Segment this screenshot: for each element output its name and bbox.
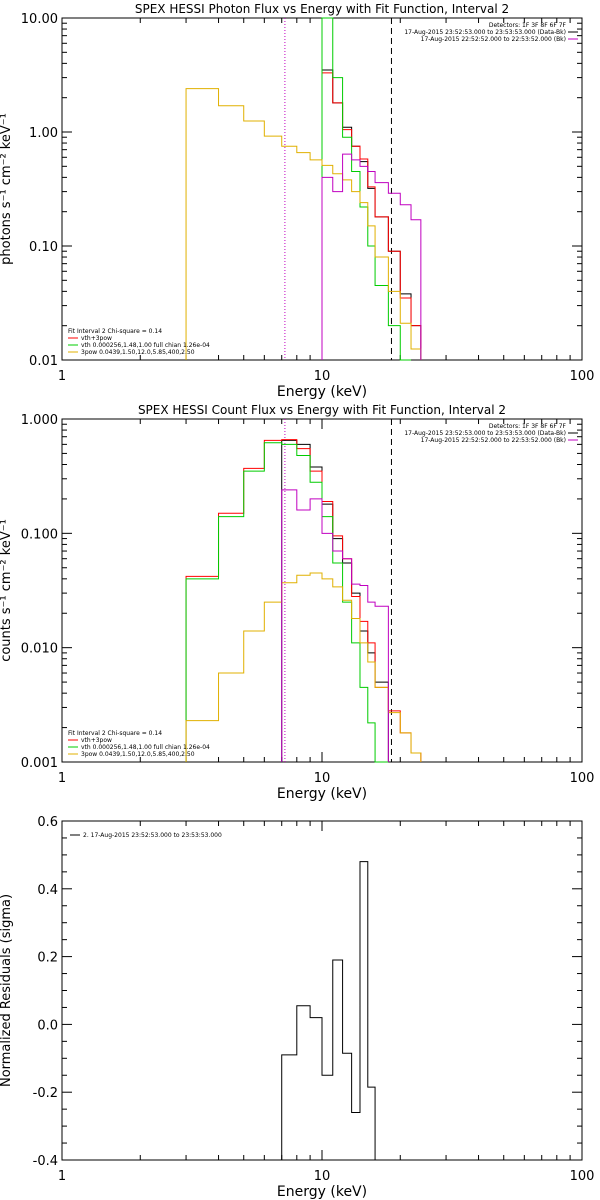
legend-entry: vth 0.000256,1.48,1.00 full chian 1.26e-… (81, 744, 210, 751)
legend-entry: Detectors: 1F 3F 8F 6F 7F (489, 423, 567, 430)
series-line-vth (185, 442, 389, 763)
x-tick-label: 100 (570, 1169, 595, 1184)
legend-entry: vth 0.000256,1.48,1.00 full chian 1.26e-… (81, 342, 210, 349)
y-tick-label: 0.100 (21, 527, 58, 542)
y-tick-label: 1.00 (29, 126, 58, 141)
legend-entry: 3pow 0.0439,1.50,12.0,5.85,400,2.50 (81, 349, 195, 356)
legend-entry: 17-Aug-2015 22:52:52.000 to 22:53:52.000… (421, 36, 566, 43)
y-tick-label: 0.01 (29, 354, 58, 369)
y-tick-label: 0.001 (21, 756, 58, 771)
y-tick-label: 1.000 (21, 413, 58, 428)
x-tick-label: 1 (58, 369, 66, 384)
y-axis-label: photons s⁻¹ cm⁻² keV⁻¹ (0, 113, 14, 265)
y-axis-label: counts s⁻¹ cm⁻² keV⁻¹ (0, 519, 14, 662)
x-axis-label: Energy (keV) (277, 384, 367, 400)
x-tick-label: 10 (314, 771, 331, 786)
x-tick-label: 1 (58, 771, 66, 786)
series-line-residuals (281, 861, 389, 1161)
legend-entry: 17-Aug-2015 23:52:53.000 to 23:53:53.000… (404, 29, 566, 36)
series-line-bk (321, 153, 422, 360)
series-line-3pow (185, 88, 422, 360)
legend-entry: 17-Aug-2015 23:52:53.000 to 23:53:53.000… (404, 430, 566, 437)
x-axis-label: Energy (keV) (277, 1184, 367, 1200)
series-line-vth (321, 17, 412, 361)
y-tick-label: 0.10 (29, 240, 58, 255)
legend-entry: vth+3pow (81, 737, 112, 744)
x-tick-label: 100 (570, 369, 595, 384)
legend-entry: Fit Interval 2 Chi-square = 0.14 (68, 730, 162, 737)
series-line-vth-3pow (321, 72, 422, 360)
y-tick-label: 10.00 (21, 12, 58, 27)
plot-frame-2 (61, 820, 583, 1161)
series-line-data-bk (281, 439, 389, 762)
series-line-bk (281, 489, 389, 762)
series-line-3pow (185, 572, 422, 762)
x-axis-label: Energy (keV) (277, 786, 367, 802)
y-tick-label: 0.6 (37, 815, 58, 830)
x-tick-label: 10 (314, 369, 331, 384)
legend-entry: 3pow 0.0439,1.50,12.0,5.85,400,2.50 (81, 751, 195, 758)
chart-title-1: SPEX HESSI Count Flux vs Energy with Fit… (138, 403, 506, 417)
y-axis-label: Normalized Residuals (sigma) (0, 894, 14, 1087)
legend-entry: vth+3pow (81, 335, 112, 342)
y-tick-label: 0.010 (21, 642, 58, 657)
legend-entry: Detectors: 1F 3F 8F 6F 7F (489, 22, 567, 29)
series-line-data-bk (321, 69, 422, 360)
x-tick-label: 10 (314, 1169, 331, 1184)
legend-entry: Fit Interval 2 Chi-square = 0.14 (68, 328, 162, 335)
legend-entry: 17-Aug-2015 22:52:52.000 to 22:53:52.000… (421, 437, 566, 444)
y-tick-label: 0.2 (37, 951, 58, 966)
series-line-vth-3pow (185, 439, 422, 762)
y-tick-label: -0.2 (33, 1086, 58, 1101)
y-tick-label: 0.0 (37, 1018, 58, 1033)
y-tick-label: -0.4 (33, 1154, 58, 1169)
x-tick-label: 1 (58, 1169, 66, 1184)
chart-title-0: SPEX HESSI Photon Flux vs Energy with Fi… (135, 2, 509, 16)
x-tick-label: 100 (570, 771, 595, 786)
y-tick-label: 0.4 (37, 883, 58, 898)
legend-entry: 2. 17-Aug-2015 23:52:53.000 to 23:53:53.… (83, 832, 222, 839)
